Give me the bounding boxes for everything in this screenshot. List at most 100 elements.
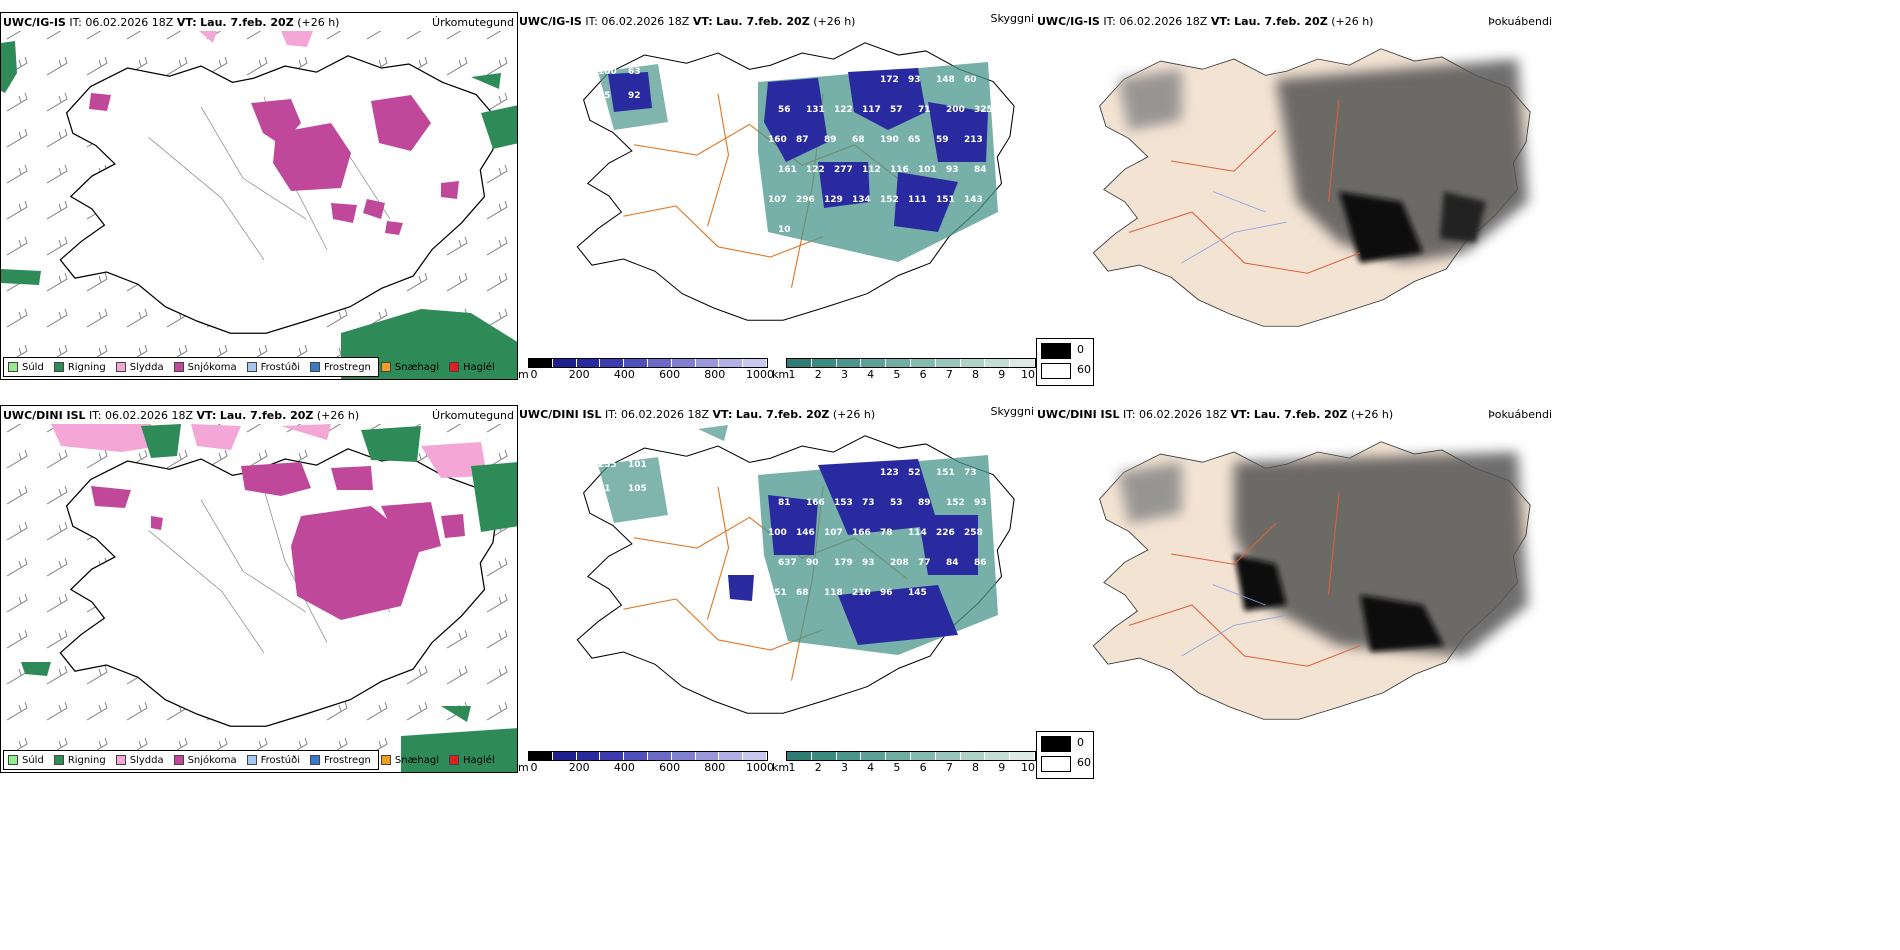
colorbar-tick: 8	[972, 761, 980, 773]
colorbar-segment	[985, 752, 1011, 760]
vt-value: Lau. 7.feb. 20Z	[1253, 408, 1348, 421]
colorbar-segment	[600, 359, 625, 367]
cloud-peak-label: 78	[880, 528, 893, 538]
cloud-peaks: 255 101 71 105 123 52 151 73 81 166 153 73 53 89 152 93…	[598, 460, 987, 598]
fog-legend-row2: 0 60	[1036, 731, 1094, 779]
cloud-peak-label: 117	[862, 105, 881, 115]
cloud-peak-label: 84	[946, 558, 959, 568]
colorbar-tick: 1000	[746, 368, 774, 380]
precip-legend-item: Rigning	[53, 754, 106, 766]
cloudbase-colorbar: m 0 200 400 600 800 1000	[518, 358, 774, 380]
colorbar-segment	[552, 752, 577, 760]
precip-legend-swatch	[115, 755, 126, 765]
precip-legend-label: Rigning	[67, 361, 106, 373]
cloud-peak-label: 152	[946, 498, 965, 508]
precip-legend-swatch	[449, 362, 460, 372]
cloud-peak-label: 107	[768, 195, 787, 205]
colorbar-segment	[811, 359, 837, 367]
cloud-peak-label: 107	[824, 528, 843, 538]
precip-legend-swatch	[173, 755, 184, 765]
colorbar-tick: 4	[867, 761, 875, 773]
precip-title: Úrkomutegund	[432, 409, 514, 422]
cloud-peak-label: 81	[778, 498, 791, 508]
cloud-peak-label: 166	[806, 498, 825, 508]
colorbar-segment	[695, 359, 720, 367]
precip-legend-item: Snæhagl	[380, 362, 439, 373]
model-name: UWC/DINI ISL	[1037, 408, 1120, 421]
fog-label-0: 0	[1077, 343, 1084, 356]
cloud-peak-label: 53	[890, 498, 903, 508]
colorbar-segment	[1010, 359, 1035, 367]
colorbar-tick: 6	[919, 368, 927, 380]
it-label: IT:	[605, 408, 618, 421]
it-label: IT:	[1123, 408, 1136, 421]
fog-title: Þokuábendi	[1488, 15, 1552, 28]
precip-legend-item: Frostúði	[246, 754, 300, 766]
precip-legend-swatch	[380, 755, 391, 765]
cloud-peak-label: 208	[890, 558, 909, 568]
cloud-peak-label: 145	[908, 588, 927, 598]
precip-legend-label: Slydda	[129, 754, 164, 766]
colorbar-segment	[910, 359, 936, 367]
colorbar-tick: 800	[704, 368, 726, 380]
cloud-peak-label: 55	[598, 91, 611, 101]
fog-map	[1092, 48, 1531, 327]
precip-legend-label: Haglél	[463, 754, 495, 766]
precip-legend-label: Slydda	[129, 361, 164, 373]
precip-legend: Súld Rigning Slydda Snjókoma Frostúði Frostre…	[3, 357, 495, 377]
precip-legend-label: Súld	[22, 754, 44, 766]
precip-legend-item: Súld	[8, 755, 44, 766]
precip-legend-swatch	[53, 362, 64, 372]
precip-legend-label: Rigning	[67, 754, 106, 766]
precip-legend-label: Frostúði	[260, 754, 300, 766]
cloud-peak-label: 56	[778, 105, 791, 115]
cloud-peak-label: 637	[778, 558, 797, 568]
precip-legend-item: Slydda	[115, 754, 164, 766]
colorbar-segment	[886, 752, 911, 760]
precip-legend: Súld Rigning Slydda Snjókoma Frostúði Frostre…	[3, 750, 495, 770]
cloud-peak-label: 122	[806, 165, 825, 175]
colorbar-tick: 1000	[746, 761, 774, 773]
cloud-peak-label: 57	[890, 105, 903, 115]
fog-panel-row1: UWC/IG-IS IT: 06.02.2026 18Z VT: Lau. 7.…	[1036, 12, 1556, 380]
colorbar-tick: 1	[788, 761, 796, 773]
precip-legend-item: Snjókoma	[173, 755, 237, 766]
colorbar-tick: 7	[945, 761, 953, 773]
fog-map	[1092, 441, 1531, 720]
cloud-peaks: 100 63 55 92 172 93 148 60 56 131 122 117 57 71 200 325…	[598, 67, 993, 235]
precip-panel-row2: UWC/DINI ISL IT: 06.02.2026 18Z VT: Lau.…	[0, 405, 518, 773]
panel-header: UWC/DINI ISL IT: 06.02.2026 18Z VT: Lau.…	[1037, 408, 1393, 422]
panel-header: UWC/IG-IS IT: 06.02.2026 18Z VT: Lau. 7.…	[1037, 15, 1373, 29]
precip-legend-label: Frostregn	[324, 754, 371, 766]
colorbar-tick: 10	[1021, 761, 1035, 773]
cloudbase-areas	[608, 68, 988, 232]
snow-areas	[91, 462, 465, 620]
it-value: 06.02.2026 18Z	[601, 15, 690, 28]
colorbar-tick: 7	[945, 368, 953, 380]
precip-legend-item: Slydda	[115, 361, 164, 373]
cloud-peak-label: 71	[918, 105, 931, 115]
cloud-peak-label: 325	[974, 105, 993, 115]
cloud-peak-label: 226	[936, 528, 955, 538]
colorbar-segment	[719, 359, 744, 367]
colorbar-tick: 3	[840, 761, 848, 773]
precip-legend-label: Frostregn	[324, 361, 371, 373]
colorbar-segment	[836, 752, 862, 760]
precip-legend-item: Snæhagl	[380, 755, 439, 766]
cloud-peak-label: 100	[768, 528, 787, 538]
vt-value: Lau. 7.feb. 20Z	[716, 15, 810, 28]
cloud-peak-label: 89	[824, 135, 837, 145]
lead-time: (+26 h)	[1350, 408, 1394, 421]
colorbar-tick: 800	[704, 761, 726, 773]
cloud-peak-label: 118	[824, 588, 843, 598]
vt-label: VT:	[712, 408, 733, 421]
cloud-map: 255 101 71 105 123 52 151 73 81 166 153 73 53 89 152 93…	[576, 425, 1015, 714]
fog-swatch-60	[1041, 756, 1071, 772]
lead-time: (+26 h)	[1331, 15, 1374, 28]
cloud-peak-label: 166	[852, 528, 871, 538]
cloud-peak-label: 73	[862, 498, 875, 508]
precip-map	[1, 424, 517, 772]
cloud-peak-label: 122	[834, 105, 853, 115]
colorbar-segment	[576, 359, 601, 367]
precip-legend-item: Haglél	[449, 755, 495, 766]
